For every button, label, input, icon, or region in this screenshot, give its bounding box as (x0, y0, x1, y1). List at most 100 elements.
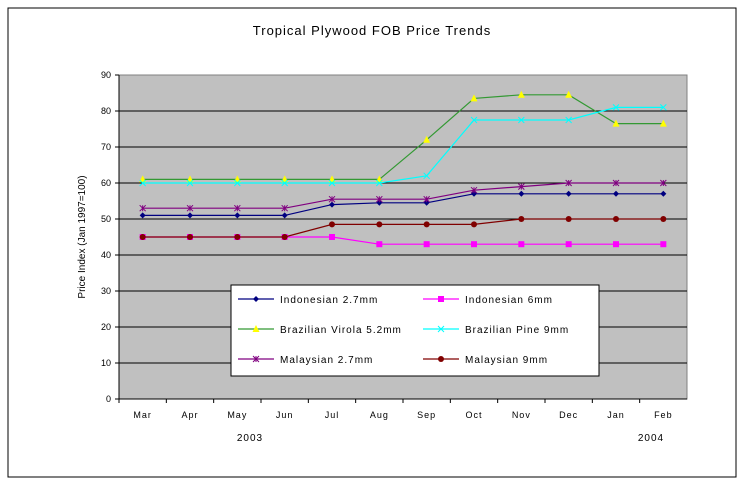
series-malaysian-9mm (139, 216, 667, 240)
legend: Indonesian 2.7mm Indonesian 6mm Brazilian … (230, 284, 600, 377)
y-tick-label: 30 (101, 286, 111, 296)
data-point (375, 179, 383, 187)
x-tick-label: Mar (133, 410, 152, 420)
y-tick-label: 10 (101, 358, 111, 368)
data-point (565, 116, 573, 124)
data-point (565, 90, 573, 98)
legend-label: Brazilian Virola 5.2mm (280, 325, 402, 336)
data-point (517, 90, 525, 98)
data-point (471, 221, 477, 228)
data-point (565, 241, 572, 248)
data-point (252, 355, 260, 363)
y-tick-label: 50 (101, 214, 111, 224)
data-point (470, 186, 478, 194)
data-point (565, 179, 573, 187)
chart-title: Tropical Plywood FOB Price Trends (253, 23, 491, 38)
series-malaysian-2-7mm (139, 179, 667, 212)
series-line (142, 182, 664, 209)
data-point (613, 241, 619, 248)
data-point (423, 135, 431, 143)
data-point (518, 216, 525, 222)
data-point (281, 179, 289, 187)
data-point (233, 179, 241, 187)
legend-item: Indonesian 6mm (423, 295, 553, 306)
x-tick-label: Apr (181, 410, 198, 420)
data-point (517, 116, 525, 124)
data-point (139, 204, 147, 212)
data-point (660, 216, 667, 222)
data-point (659, 119, 667, 127)
y-tick-label: 60 (101, 178, 111, 188)
legend-item: Brazilian Pine 9mm (423, 325, 569, 336)
legend-item: Malaysian 2.7mm (238, 355, 373, 366)
x-tick-label: Jan (607, 410, 625, 420)
legend-label: Brazilian Pine 9mm (465, 325, 569, 336)
x-tick-label: Aug (370, 410, 389, 420)
y-tick-label: 80 (101, 106, 111, 116)
legend-label: Malaysian 9mm (465, 355, 548, 366)
y-tick-label: 0 (106, 394, 111, 404)
data-point (612, 179, 620, 187)
x-tick-label: Jul (325, 410, 340, 420)
data-point (518, 190, 525, 197)
data-point (660, 241, 667, 248)
year-label-2004: 2004 (638, 433, 664, 444)
data-point (139, 212, 146, 219)
data-point (423, 195, 431, 203)
data-point (328, 179, 336, 187)
y-tick-label: 20 (101, 322, 111, 332)
series-line (142, 106, 664, 184)
data-point (186, 204, 194, 212)
data-point (423, 241, 430, 248)
legend-label: Malaysian 2.7mm (280, 355, 373, 366)
data-point (139, 179, 147, 187)
data-point (376, 241, 383, 248)
y-tick-label: 70 (101, 142, 111, 152)
data-point (423, 172, 431, 180)
data-point (470, 116, 478, 124)
y-tick-label: 40 (101, 250, 111, 260)
data-point (437, 325, 445, 333)
data-point (613, 216, 619, 222)
data-point (139, 234, 146, 240)
legend-label: Indonesian 6mm (465, 295, 553, 306)
data-point (329, 234, 335, 240)
x-tick-label: Feb (654, 410, 673, 420)
data-point (423, 221, 430, 228)
data-point (281, 234, 288, 240)
series-line (142, 94, 664, 180)
data-point (328, 195, 336, 203)
data-point (470, 94, 478, 102)
x-tick-label: Oct (465, 410, 482, 420)
data-point (281, 204, 289, 212)
data-point (660, 190, 667, 197)
data-point (565, 216, 572, 222)
data-point (329, 221, 335, 228)
series-indonesian-2-7mm (139, 190, 667, 219)
data-point (281, 212, 288, 219)
data-point (471, 241, 477, 248)
legend-item: Indonesian 2.7mm (238, 295, 378, 306)
data-point (612, 119, 620, 127)
x-tick-label: May (227, 410, 247, 420)
year-label-2003: 2003 (237, 433, 263, 444)
data-point (613, 190, 619, 197)
data-point (234, 212, 241, 219)
data-point (376, 221, 383, 228)
legend-label: Indonesian 2.7mm (280, 295, 378, 306)
data-point (438, 356, 444, 362)
series-line (142, 218, 664, 238)
x-tick-label: Nov (512, 410, 531, 420)
data-point (659, 104, 667, 111)
data-point (186, 179, 194, 187)
data-point (187, 212, 193, 219)
data-point (187, 234, 193, 240)
data-point (612, 104, 620, 111)
data-point (234, 234, 241, 240)
x-tick-label: Sep (417, 410, 436, 420)
data-point (438, 296, 444, 302)
series-brazilian-pine-9mm (139, 104, 667, 187)
data-point (375, 195, 383, 203)
